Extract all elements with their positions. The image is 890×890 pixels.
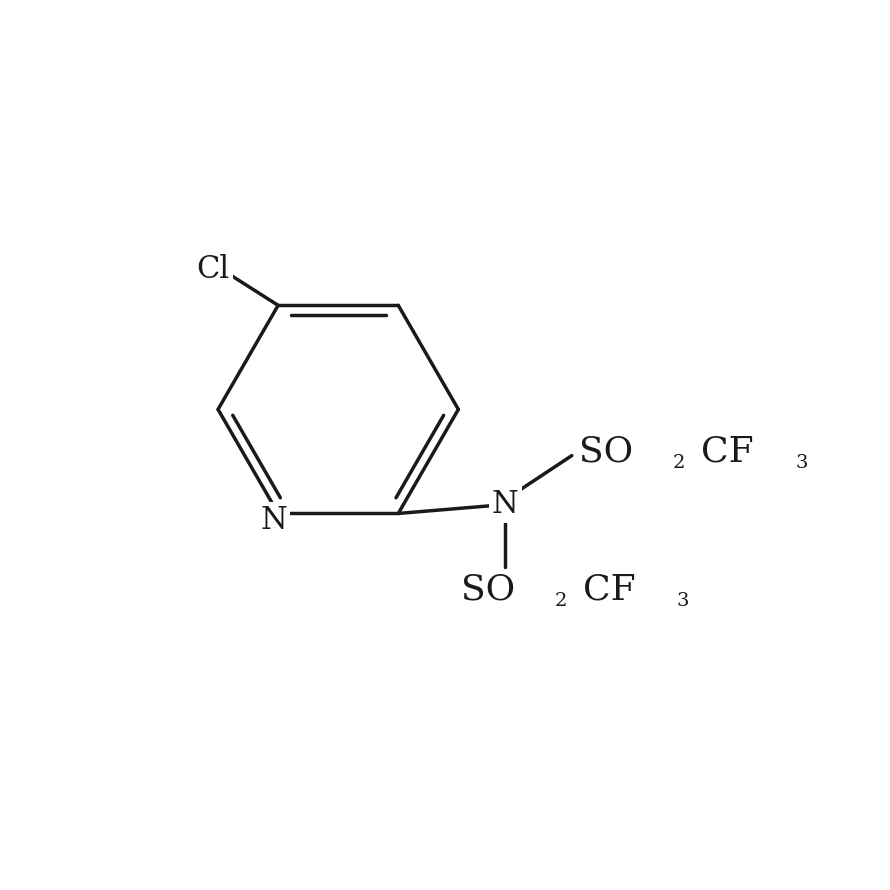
Text: 3: 3 bbox=[796, 454, 808, 472]
Text: N: N bbox=[491, 489, 519, 520]
Text: 2: 2 bbox=[554, 592, 567, 610]
Text: 3: 3 bbox=[677, 592, 690, 610]
Text: SO: SO bbox=[578, 434, 633, 468]
Text: Cl: Cl bbox=[197, 255, 230, 286]
Text: SO: SO bbox=[461, 572, 514, 606]
Text: CF: CF bbox=[701, 434, 754, 468]
Text: N: N bbox=[260, 505, 287, 536]
Text: CF: CF bbox=[583, 572, 635, 606]
Text: 2: 2 bbox=[673, 454, 685, 472]
